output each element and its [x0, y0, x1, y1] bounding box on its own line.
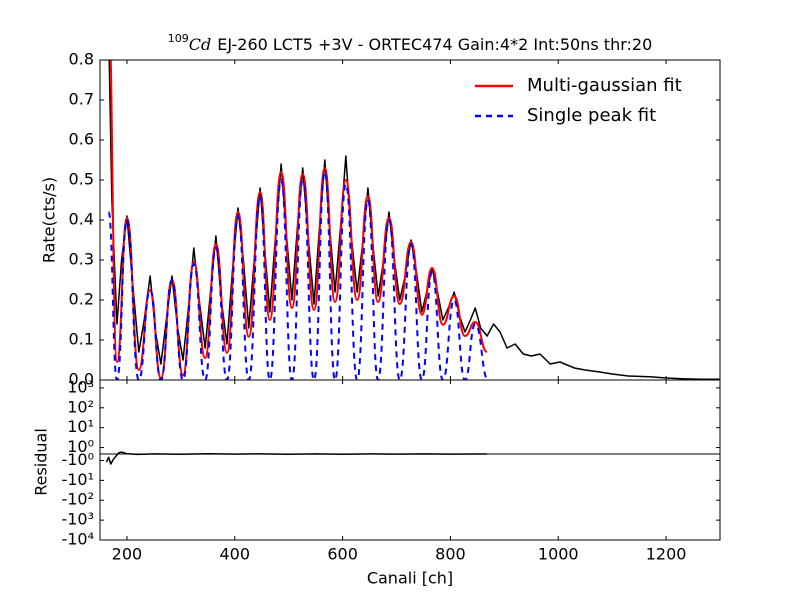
y-tick-label: 10⁰ [67, 437, 94, 456]
y-tick-label: 10¹ [67, 417, 94, 436]
y-tick-label: 0.3 [69, 250, 94, 269]
x-tick-label: 400 [220, 545, 251, 564]
data-line [105, 451, 488, 465]
legend-label: Multi-gaussian fit [527, 75, 682, 96]
y-tick-label: 0.4 [69, 210, 94, 229]
series-group [105, 451, 488, 465]
y-tick-label: -10² [61, 490, 94, 509]
y-tick-label: -10⁴ [61, 530, 94, 549]
data-line [107, 60, 720, 380]
y-tick-label: 0.7 [69, 90, 94, 109]
y-tick-label: -10¹ [61, 470, 94, 489]
chart-title: 109Cd EJ-260 LCT5 +3V - ORTEC474 Gain:4*2… [168, 32, 653, 54]
y-axis-label: Residual [32, 428, 51, 496]
y-tick-label: 0.2 [69, 290, 94, 309]
y-tick-label: 0.8 [69, 50, 94, 69]
y-tick-label: -10³ [61, 510, 94, 529]
x-tick-label: 1000 [538, 545, 579, 564]
y-tick-label: 0.0 [69, 370, 94, 389]
title-mass: 109 [168, 32, 189, 45]
y-tick-label: 0.5 [69, 170, 94, 189]
y-tick-label: 10² [67, 397, 94, 416]
fit-line [107, 171, 490, 380]
x-tick-label: 200 [112, 545, 143, 564]
y-tick-label: 0.6 [69, 130, 94, 149]
y-tick-label: 10³ [67, 377, 94, 396]
y-axis-label: Rate(cts/s) [40, 177, 59, 263]
title-text: EJ-260 LCT5 +3V - ORTEC474 Gain:4*2 Int:… [217, 35, 652, 54]
y-tick-label: 0.1 [69, 330, 94, 349]
fit-line [109, 60, 488, 379]
x-tick-label: 600 [327, 545, 358, 564]
x-axis-label: Canali [ch] [367, 569, 453, 588]
title-element: Cd [189, 35, 211, 54]
legend-label: Single peak fit [527, 105, 656, 126]
x-tick-label: 1200 [646, 545, 687, 564]
axes-frame [99, 379, 721, 541]
y-tick-label: -10⁰ [61, 450, 94, 469]
x-tick-label: 800 [435, 545, 466, 564]
series-group [107, 60, 720, 380]
plot-area: 0.0 0.1 0.2 0.3 0.4 0.5 0.6 0.7 0.8 Multi-gaussia… [61, 50, 720, 564]
